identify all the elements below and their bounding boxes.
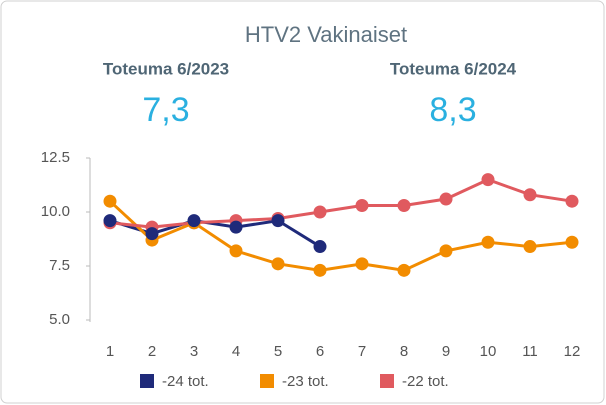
data-point xyxy=(481,235,495,249)
y-tick-label: 10.0 xyxy=(41,203,70,220)
legend-label: -23 tot. xyxy=(282,373,329,390)
data-point xyxy=(523,188,537,202)
series-line xyxy=(109,219,321,248)
data-point xyxy=(439,192,453,206)
y-tick-label: 12.5 xyxy=(41,149,70,166)
x-tick-label: 1 xyxy=(106,343,114,360)
data-point xyxy=(313,263,327,277)
kpi-value: 7,3 xyxy=(142,91,189,129)
x-tick-label: 4 xyxy=(232,343,240,360)
data-point xyxy=(439,244,453,258)
data-point xyxy=(523,240,537,254)
x-tick-label: 5 xyxy=(274,343,282,360)
data-point xyxy=(103,214,117,228)
data-point xyxy=(313,240,327,254)
data-point xyxy=(355,199,369,213)
legend-label: -22 tot. xyxy=(402,373,449,390)
legend-label: -24 tot. xyxy=(162,373,209,390)
series-line xyxy=(109,177,573,229)
data-point xyxy=(481,173,495,187)
x-tick-label: 7 xyxy=(358,343,366,360)
data-point xyxy=(229,220,243,234)
data-point xyxy=(355,257,369,271)
x-tick-label: 10 xyxy=(480,343,497,360)
data-point xyxy=(313,205,327,219)
x-tick-label: 8 xyxy=(400,343,408,360)
data-point xyxy=(271,214,285,228)
legend-marker xyxy=(140,374,154,388)
kpi-value: 8,3 xyxy=(429,91,476,129)
x-tick-label: 12 xyxy=(564,343,581,360)
x-tick-label: 9 xyxy=(442,343,450,360)
series-line xyxy=(108,200,573,272)
x-tick-label: 3 xyxy=(190,343,198,360)
data-point xyxy=(397,199,411,213)
y-tick-label: 5.0 xyxy=(49,311,70,328)
legend-marker xyxy=(260,374,274,388)
data-point xyxy=(187,214,201,228)
kpi-label: Toteuma 6/2023 xyxy=(103,59,229,78)
data-point xyxy=(103,194,117,208)
title: HTV2 Vakinaiset xyxy=(245,22,407,47)
x-tick-label: 6 xyxy=(316,343,324,360)
y-tick-label: 7.5 xyxy=(49,257,70,274)
data-point xyxy=(565,194,579,208)
kpi-label: Toteuma 6/2024 xyxy=(390,59,517,78)
legend-marker xyxy=(380,374,394,388)
data-point xyxy=(397,263,411,277)
x-tick-label: 11 xyxy=(522,343,538,360)
data-point xyxy=(145,227,159,241)
data-point xyxy=(271,257,285,271)
data-point xyxy=(565,235,579,249)
data-point xyxy=(229,244,243,258)
x-tick-label: 2 xyxy=(148,343,156,360)
